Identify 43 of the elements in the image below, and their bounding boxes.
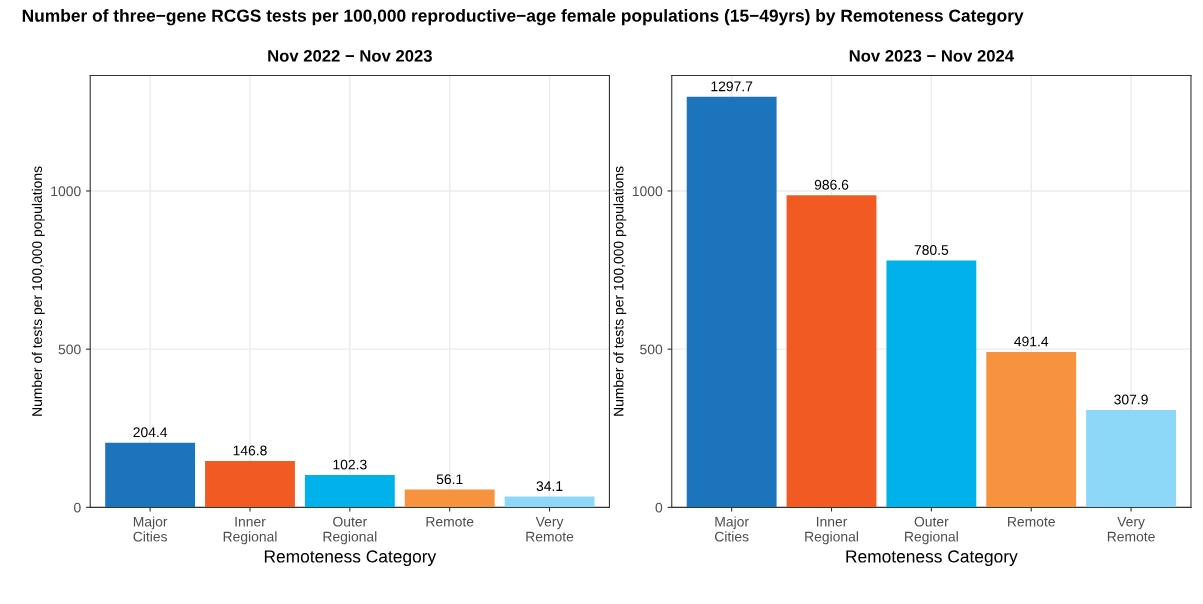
bar (986, 351, 1077, 508)
bar (304, 474, 395, 508)
x-tick-label: Very Remote (526, 516, 574, 542)
y-tick-label: 500 (640, 344, 663, 355)
bar (886, 260, 977, 508)
data-label: 146.8 (233, 445, 267, 456)
bar (105, 442, 196, 508)
x-axis-title: Remoteness Category (264, 550, 437, 567)
y-tick-label: 500 (58, 344, 81, 355)
x-tick-label: Major Cities (715, 516, 749, 542)
data-label: 780.5 (914, 245, 949, 255)
y-tick-label: 0 (74, 502, 81, 513)
y-tick-label: 1000 (632, 186, 663, 197)
x-axis-title: Remoteness Category (846, 550, 1018, 567)
bar (205, 460, 295, 508)
y-axis-title: Number of tests per 100,000 populations (31, 166, 45, 416)
bar (1086, 409, 1176, 508)
data-label: 491.4 (1014, 336, 1049, 347)
chart-subtitle: Nov 2022 − Nov 2023 (268, 49, 432, 62)
chart-title: Number of three−gene RCGS tests per 100,000 reproductive−age female populations (15−49yrs) by Remoteness Category (22, 9, 1024, 26)
data-label: 307.9 (1114, 394, 1148, 405)
x-tick-label: Very Remote (1107, 516, 1155, 542)
data-label: 102.3 (333, 459, 367, 470)
x-tick-label: Outer Regional (323, 516, 377, 545)
x-tick-label: Inner Regional (805, 516, 858, 545)
data-label: 986.6 (814, 179, 849, 190)
bar (686, 96, 777, 508)
bar (786, 195, 877, 508)
x-tick-label: Remote (1008, 516, 1055, 527)
x-tick-label: Inner Regional (223, 516, 277, 545)
data-label: 34.1 (536, 481, 563, 492)
y-tick-label: 0 (655, 502, 663, 513)
bar (504, 496, 595, 508)
x-tick-label: Major Cities (133, 516, 168, 542)
y-tick-label: 1000 (51, 186, 81, 197)
data-label: 56.1 (436, 474, 463, 485)
bar (404, 489, 495, 508)
data-label: 1297.7 (711, 81, 753, 92)
x-tick-label: Remote (426, 516, 474, 527)
y-axis-title: Number of tests per 100,000 populations (613, 166, 627, 416)
data-label: 204.4 (133, 427, 168, 438)
chart-subtitle: Nov 2023 − Nov 2024 (849, 49, 1014, 62)
x-tick-label: Outer Regional (905, 516, 958, 545)
